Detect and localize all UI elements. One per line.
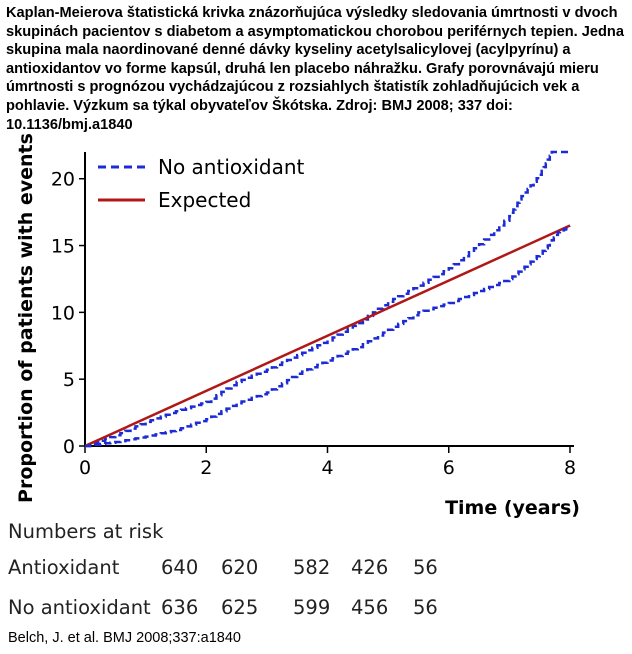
- risk-value: 456: [351, 596, 389, 619]
- kaplan-meier-chart: 0 2 4 6 8 0 5 10 15 20 No antioxidant Expected Pr…: [15, 133, 580, 519]
- chart-caption: Kaplan-Meierova štatistická krivka znázo…: [6, 5, 624, 133]
- y-tick-label: 5: [63, 369, 75, 391]
- legend-label-no-antioxidant: No antioxidant: [158, 155, 305, 179]
- risk-row-no-antioxidant: No antioxidant 636 625 599 456 56: [8, 596, 608, 622]
- risk-value: 599: [293, 596, 331, 619]
- numbers-at-risk-title: Numbers at risk: [8, 520, 164, 543]
- risk-value: 640: [161, 556, 199, 579]
- y-tick-label: 20: [51, 169, 75, 191]
- risk-value: 625: [221, 596, 259, 619]
- y-axis-title: Proportion of patients with events: [15, 133, 37, 503]
- risk-row-label: No antioxidant: [8, 596, 151, 619]
- y-tick-label: 10: [51, 302, 75, 324]
- series-line-expected: [84, 224, 571, 448]
- risk-value: 56: [413, 596, 438, 619]
- risk-value: 426: [351, 556, 389, 579]
- source-citation: Belch, J. et al. BMJ 2008;337:a1840: [8, 630, 241, 646]
- risk-value: 56: [413, 556, 438, 579]
- chart-axes: [84, 152, 574, 447]
- x-tick-label: 8: [564, 457, 576, 479]
- x-tick-label: 6: [443, 457, 455, 479]
- risk-value: 582: [293, 556, 331, 579]
- x-tick-label: 4: [321, 457, 333, 479]
- chart-legend: No antioxidant Expected: [98, 155, 305, 212]
- x-tick-label: 2: [200, 457, 212, 479]
- x-axis-title: Time (years): [445, 497, 580, 519]
- legend-label-expected: Expected: [158, 188, 251, 212]
- data-series: [84, 150, 572, 448]
- risk-row-antioxidant: Antioxidant 640 620 582 426 56: [8, 556, 608, 582]
- y-tick-label: 15: [51, 236, 75, 258]
- series-line-antioxidant: [85, 226, 572, 448]
- series-line-no-antioxidant: [85, 150, 570, 448]
- axis-ticks: 0 2 4 6 8 0 5 10 15 20: [51, 169, 576, 479]
- x-tick-label: 0: [79, 457, 91, 479]
- risk-value: 620: [221, 556, 259, 579]
- y-tick-label: 0: [63, 436, 75, 458]
- risk-row-label: Antioxidant: [8, 556, 120, 579]
- risk-value: 636: [161, 596, 199, 619]
